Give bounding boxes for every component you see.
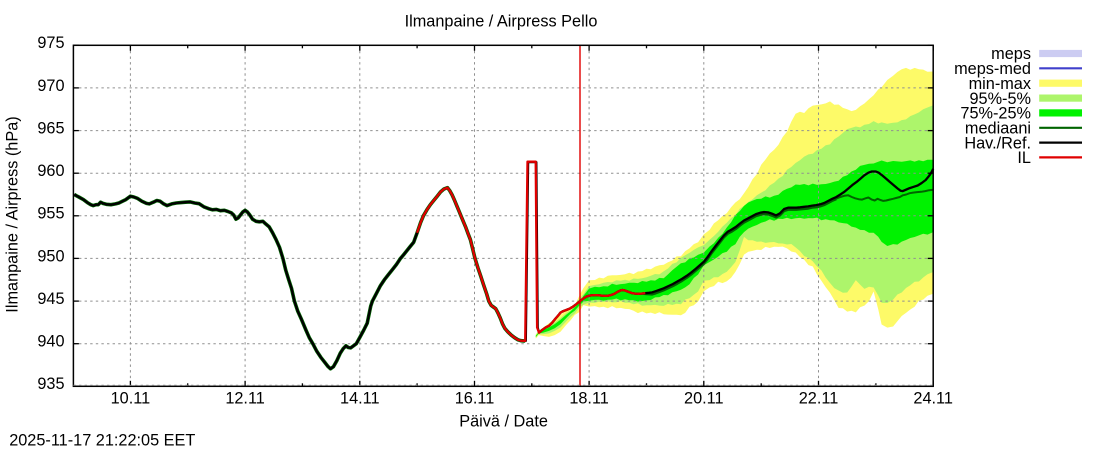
svg-text:min-max: min-max xyxy=(969,75,1031,93)
svg-text:14.11: 14.11 xyxy=(340,390,380,408)
svg-text:22.11: 22.11 xyxy=(799,390,839,408)
svg-text:970: 970 xyxy=(37,77,64,95)
svg-text:Ilmanpaine / Airpress (hPa): Ilmanpaine / Airpress (hPa) xyxy=(4,116,22,312)
svg-text:95%-5%: 95%-5% xyxy=(969,90,1031,108)
svg-text:meps: meps xyxy=(991,45,1031,63)
svg-text:75%-25%: 75%-25% xyxy=(960,105,1031,123)
svg-text:10.11: 10.11 xyxy=(111,390,151,408)
svg-text:955: 955 xyxy=(37,205,64,223)
svg-text:945: 945 xyxy=(37,290,64,308)
svg-text:16.11: 16.11 xyxy=(455,390,495,408)
svg-text:meps-med: meps-med xyxy=(954,60,1031,78)
svg-text:Ilmanpaine / Airpress Pello: Ilmanpaine / Airpress Pello xyxy=(405,13,598,31)
svg-text:940: 940 xyxy=(37,333,64,351)
svg-text:18.11: 18.11 xyxy=(569,390,609,408)
svg-text:Päivä / Date: Päivä / Date xyxy=(459,412,548,430)
svg-text:mediaani: mediaani xyxy=(965,119,1031,137)
svg-text:960: 960 xyxy=(37,162,64,180)
svg-text:950: 950 xyxy=(37,247,64,265)
svg-text:975: 975 xyxy=(37,34,64,52)
svg-text:935: 935 xyxy=(37,375,64,393)
svg-text:Hav./Ref.: Hav./Ref. xyxy=(964,134,1031,152)
svg-text:24.11: 24.11 xyxy=(913,390,953,408)
svg-text:IL: IL xyxy=(1017,149,1031,167)
svg-text:20.11: 20.11 xyxy=(684,390,724,408)
svg-text:2025-11-17 21:22:05 EET: 2025-11-17 21:22:05 EET xyxy=(9,432,195,450)
svg-text:965: 965 xyxy=(37,120,64,138)
svg-text:12.11: 12.11 xyxy=(225,390,265,408)
